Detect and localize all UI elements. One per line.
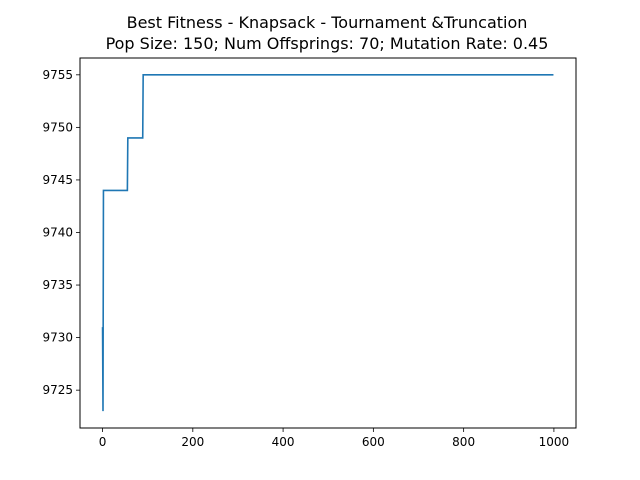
y-tick-label: 9725 bbox=[42, 383, 73, 397]
y-tick-label: 9750 bbox=[42, 120, 73, 134]
series-line bbox=[101, 74, 554, 412]
axes-frame bbox=[79, 57, 577, 429]
x-tick-label: 200 bbox=[181, 435, 204, 449]
x-tick-label: 800 bbox=[452, 435, 475, 449]
y-tick-label: 9740 bbox=[42, 225, 73, 239]
x-tick-label: 600 bbox=[362, 435, 385, 449]
series-layer bbox=[101, 74, 554, 412]
y-tick-label: 9735 bbox=[42, 278, 73, 292]
plot-area: 0 200 400 600 800 1000 9725973097359740974597… bbox=[42, 57, 577, 449]
y-tick-label: 9755 bbox=[42, 68, 73, 82]
x-axis-ticks: 0 200 400 600 800 1000 bbox=[99, 428, 569, 449]
x-tick-label: 0 bbox=[99, 435, 107, 449]
y-tick-label: 9745 bbox=[42, 173, 73, 187]
chart-title: Best Fitness - Knapsack - Tournament &Tr… bbox=[127, 13, 528, 32]
x-tick-label: 1000 bbox=[539, 435, 570, 449]
x-tick-label: 400 bbox=[272, 435, 295, 449]
y-tick-label: 9730 bbox=[42, 331, 73, 345]
chart-subtitle: Pop Size: 150; Num Offsprings: 70; Mutat… bbox=[106, 34, 549, 53]
y-axis-ticks: 9725 9730 9735 9740 9745 9750 9755 bbox=[42, 68, 80, 397]
